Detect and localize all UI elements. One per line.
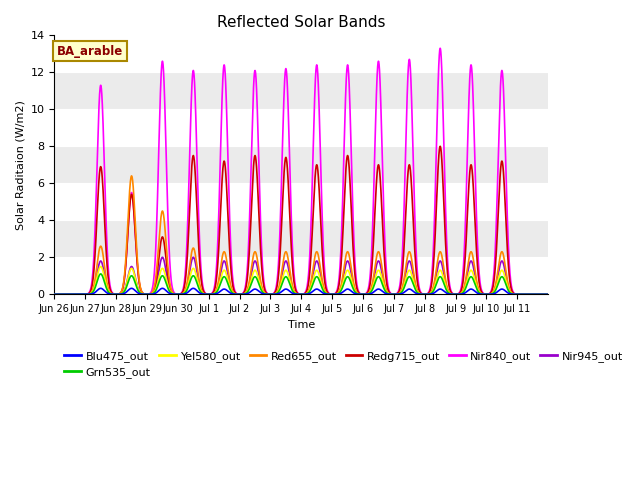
Yel580_out (51, 291, 58, 297)
Bar (54, 146, 548, 183)
Nir945_out (319, 284, 327, 290)
Yel580_out (97, 264, 104, 269)
Blu475_out (474, 290, 481, 296)
Blu475_out (461, 290, 468, 296)
Blu475_out (97, 286, 104, 291)
Line: Blu475_out: Blu475_out (54, 288, 548, 294)
Nir840_out (153, 219, 161, 225)
Redg715_out (346, 171, 353, 177)
Redg715_out (153, 274, 161, 279)
Bar (54, 183, 548, 220)
Nir945_out (51, 291, 58, 297)
Line: Grn535_out: Grn535_out (54, 274, 548, 294)
Yel580_out (346, 271, 353, 276)
Nir945_out (346, 263, 353, 269)
Redg715_out (51, 291, 58, 297)
Nir840_out (346, 93, 353, 99)
Nir945_out (153, 280, 161, 286)
Grn535_out (153, 286, 161, 291)
Grn535_out (545, 291, 552, 297)
Bar (54, 257, 548, 294)
Red655_out (346, 255, 353, 261)
Legend: Blu475_out, Grn535_out, Yel580_out, Red655_out, Redg715_out, Nir840_out, Nir945_: Blu475_out, Grn535_out, Yel580_out, Red6… (60, 347, 627, 383)
Yel580_out (436, 267, 444, 273)
Line: Nir945_out: Nir945_out (54, 257, 548, 294)
Redg715_out (545, 291, 552, 297)
Grn535_out (346, 276, 353, 282)
Blu475_out (51, 291, 58, 297)
Yel580_out (474, 286, 481, 291)
Blu475_out (319, 290, 327, 296)
Blu475_out (153, 289, 161, 295)
Text: BA_arable: BA_arable (57, 45, 123, 58)
Red655_out (436, 249, 444, 255)
Nir945_out (461, 284, 468, 290)
Red655_out (153, 264, 161, 270)
Redg715_out (461, 263, 468, 269)
Title: Reflected Solar Bands: Reflected Solar Bands (217, 15, 385, 30)
Redg715_out (474, 261, 481, 267)
Redg715_out (436, 144, 444, 149)
Blu475_out (436, 286, 444, 292)
Line: Redg715_out: Redg715_out (54, 146, 548, 294)
Nir945_out (474, 284, 481, 289)
Line: Yel580_out: Yel580_out (54, 266, 548, 294)
Bar (54, 36, 548, 72)
Grn535_out (436, 274, 444, 279)
Nir840_out (319, 240, 327, 245)
Red655_out (461, 282, 468, 288)
Nir840_out (461, 241, 468, 247)
Yel580_out (461, 286, 468, 292)
Bar (54, 220, 548, 257)
Yel580_out (545, 291, 552, 297)
Line: Red655_out: Red655_out (54, 176, 548, 294)
Y-axis label: Solar Raditaion (W/m2): Solar Raditaion (W/m2) (15, 100, 25, 230)
Nir840_out (51, 291, 58, 297)
Nir945_out (436, 258, 444, 264)
Line: Nir840_out: Nir840_out (54, 48, 548, 294)
Nir840_out (474, 238, 481, 243)
Red655_out (474, 281, 481, 287)
Grn535_out (474, 287, 481, 293)
Grn535_out (51, 291, 58, 297)
Redg715_out (436, 144, 444, 149)
Bar (54, 72, 548, 109)
Red655_out (51, 291, 58, 297)
Yel580_out (319, 286, 327, 292)
Nir945_out (159, 254, 166, 260)
Nir840_out (436, 46, 444, 51)
Grn535_out (97, 271, 104, 277)
Red655_out (319, 282, 327, 288)
Yel580_out (153, 283, 161, 288)
Red655_out (128, 173, 136, 179)
Redg715_out (319, 262, 327, 268)
Nir945_out (545, 291, 552, 297)
Blu475_out (346, 287, 353, 293)
Grn535_out (319, 288, 327, 293)
Red655_out (545, 291, 552, 297)
X-axis label: Time: Time (287, 320, 315, 330)
Grn535_out (461, 288, 468, 293)
Nir840_out (436, 46, 444, 51)
Bar (54, 109, 548, 146)
Blu475_out (545, 291, 552, 297)
Nir840_out (545, 291, 552, 297)
